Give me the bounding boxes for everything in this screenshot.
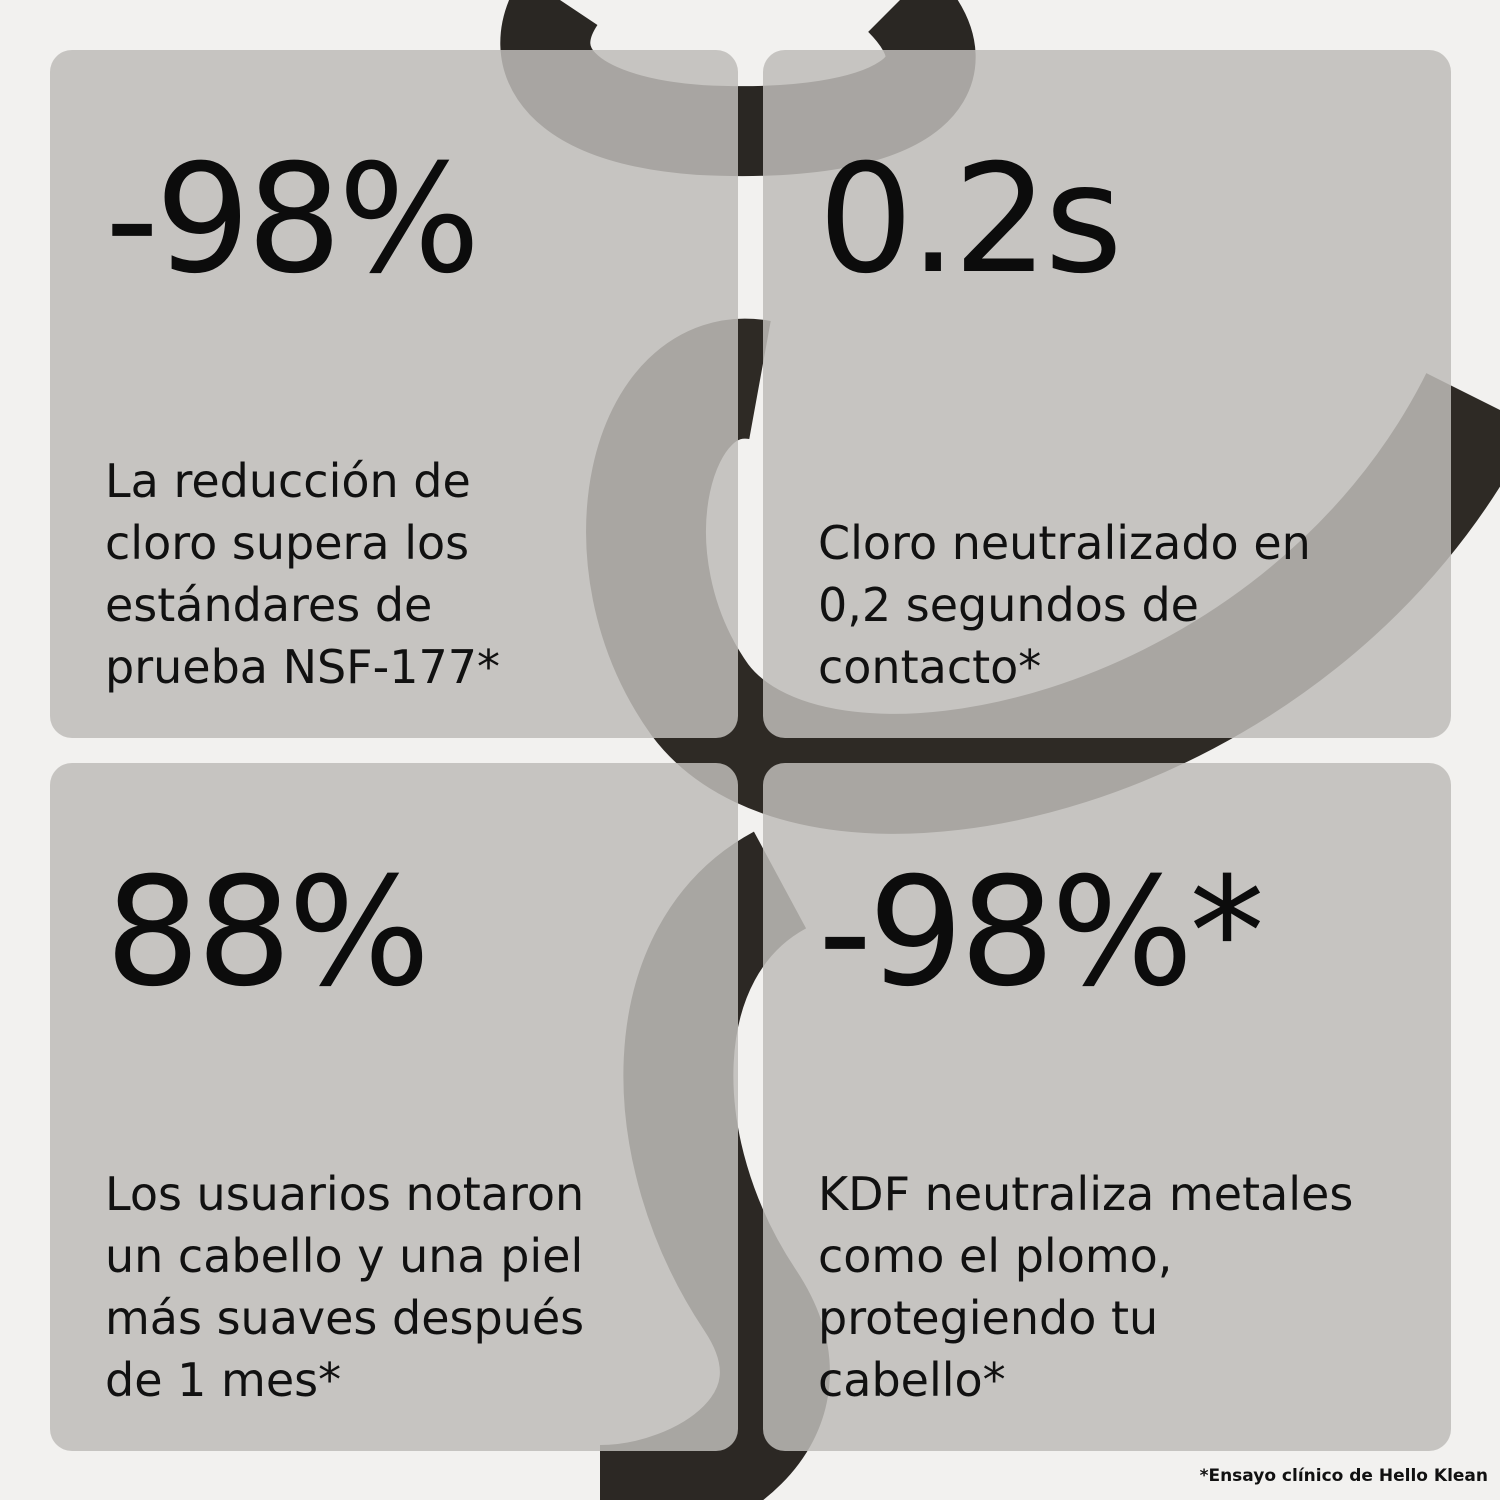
stat-card: 88% Los usuarios notaron un cabello y una … [50, 763, 738, 1451]
stat-card: -98% La reducción de cloro supera los están… [50, 50, 738, 738]
stat-value: 88% [105, 846, 430, 1020]
description-line: KDF neutraliza metales [818, 1167, 1354, 1221]
stat-value: -98%* [818, 846, 1265, 1020]
stat-card: 0.2s Cloro neutralizado en 0,2 segundos de… [763, 50, 1451, 738]
description-line: prueba NSF-177* [105, 640, 501, 694]
description-line: de 1 mes* [105, 1353, 342, 1407]
description-line: 0,2 segundos de [818, 578, 1199, 632]
stat-value: -98% [105, 133, 481, 307]
description-line: La reducción de [105, 454, 471, 508]
description-line: Cloro neutralizado en [818, 516, 1311, 570]
description-line: cloro supera los [105, 516, 470, 570]
footnote: *Ensayo clínico de Hello Klean [1199, 1466, 1488, 1486]
description-line: un cabello y una piel [105, 1229, 584, 1283]
stat-description: Cloro neutralizado en 0,2 segundos de cont… [818, 512, 1311, 698]
description-line: cabello* [818, 1353, 1006, 1407]
description-line: contacto* [818, 640, 1042, 694]
description-line: como el plomo, [818, 1229, 1173, 1283]
stat-description: Los usuarios notaron un cabello y una pie… [105, 1163, 584, 1411]
description-line: estándares de [105, 578, 433, 632]
stat-value: 0.2s [818, 133, 1123, 307]
description-line: protegiendo tu [818, 1291, 1159, 1345]
description-line: Los usuarios notaron [105, 1167, 585, 1221]
stat-description: La reducción de cloro supera los estándare… [105, 450, 500, 698]
stat-description: KDF neutraliza metales como el plomo, prot… [818, 1163, 1353, 1411]
stat-card: -98%* KDF neutraliza metales como el plomo… [763, 763, 1451, 1451]
description-line: más suaves después [105, 1291, 585, 1345]
